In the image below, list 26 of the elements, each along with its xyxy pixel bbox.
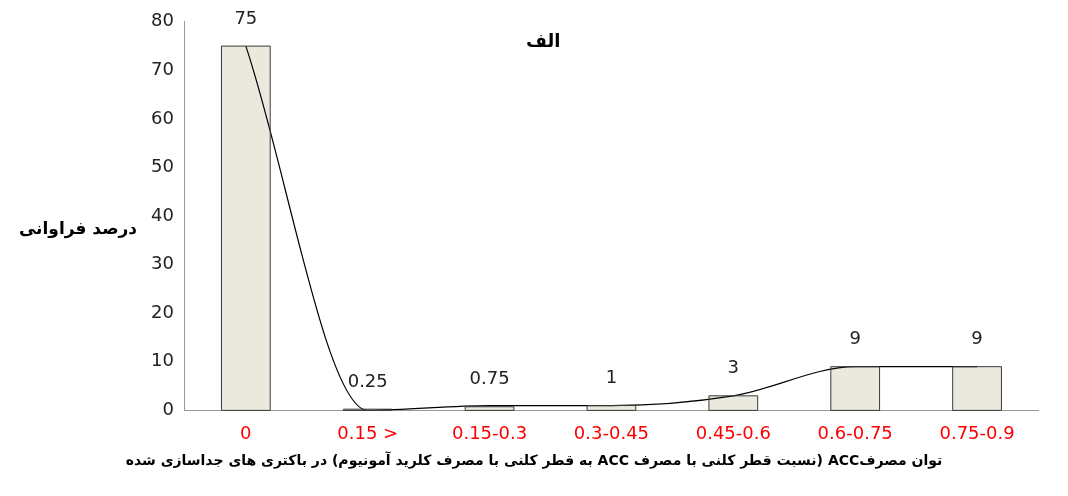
data-label: 75 bbox=[234, 6, 258, 28]
data-label: 1 bbox=[605, 366, 618, 388]
data-label: 0.25 bbox=[347, 369, 388, 391]
x-axis-title: توان مصرفACC (نسبت قطر کلنی با مصرف ACC به قطر کلنی با مصرف کلرید آمونیوم) در باکتری های جداسازی شده bbox=[124, 452, 944, 468]
y-tick-label: 0 bbox=[162, 398, 174, 420]
y-tick-label: 20 bbox=[151, 300, 174, 322]
text: الف bbox=[526, 29, 561, 51]
data-label: 9 bbox=[849, 327, 861, 349]
y-tick-label: 40 bbox=[151, 203, 174, 225]
y-tick-label: 30 bbox=[151, 252, 174, 274]
y-tick-label: 80 bbox=[151, 9, 174, 31]
data-label: 9 bbox=[971, 327, 983, 349]
x-tick-label: 0.3-0.45 bbox=[573, 421, 650, 443]
x-tick-label: 0.6-0.75 bbox=[817, 421, 893, 443]
x-tick-label: 0.15 > bbox=[337, 421, 399, 443]
y-tick-label: 10 bbox=[151, 349, 174, 371]
y-tick-label: 70 bbox=[151, 58, 174, 80]
data-label: 3 bbox=[727, 356, 740, 378]
y-tick-label: 50 bbox=[151, 155, 174, 177]
data-label: 0.75 bbox=[469, 367, 510, 389]
x-tick-label: 0 bbox=[240, 421, 252, 443]
y-axis-title: درصد فراوانی bbox=[17, 218, 139, 238]
x-tick-label: 0.15-0.3 bbox=[451, 421, 528, 443]
x-tick-label: 0.45-0.6 bbox=[695, 421, 771, 443]
x-tick-label: 0.75-0.9 bbox=[939, 421, 1015, 443]
y-tick-label: 60 bbox=[151, 106, 174, 128]
